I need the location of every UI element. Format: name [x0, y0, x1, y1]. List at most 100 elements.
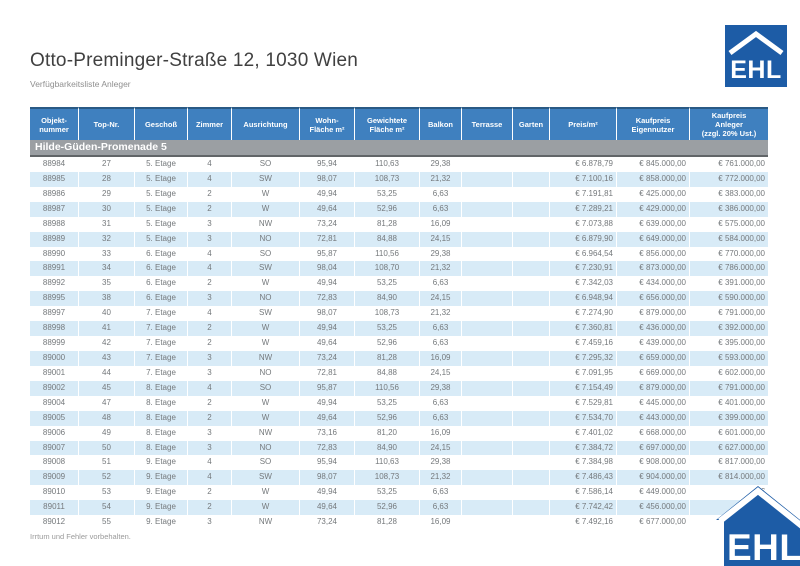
table-cell: € 7.586,14 — [550, 485, 617, 501]
table-row: 88990 33 6. Etage 4 SO 95,87 110,56 29,38 € 6.96… — [30, 246, 768, 262]
table-cell: 2 — [188, 410, 232, 426]
table-cell: 2 — [188, 336, 232, 351]
table-row: 88988 31 5. Etage 3 NW 73,24 81,28 16,09 € 7.073… — [30, 216, 768, 232]
table-cell: SO — [232, 157, 300, 172]
table-cell: € 879.000,00 — [617, 306, 690, 322]
table-cell: 44 — [79, 365, 135, 381]
table-cell: 4 — [188, 455, 232, 471]
table-cell: € 593.000,00 — [690, 350, 768, 366]
table-cell — [462, 276, 513, 292]
table-cell — [513, 365, 550, 381]
table-cell: € 7.492,16 — [550, 515, 617, 531]
table-cell: € 761.000,00 — [718, 159, 765, 168]
table-row: 89000 43 7. Etage 3 NW 73,24 81,28 16,09 € 7.295… — [30, 350, 768, 366]
footer-note: Irrtum und Fehler vorbehalten. — [30, 532, 131, 541]
table-cell: 6,63 — [420, 485, 462, 501]
table-cell: € 6.948,94 — [550, 291, 617, 307]
table-cell: € 904.000,00 — [617, 470, 690, 486]
availability-table: Objekt- nummer Top-Nr. Geschoß Zimmer Ausric… — [30, 107, 768, 531]
table-cell — [462, 246, 513, 262]
table-cell: 88989 — [30, 231, 79, 247]
table-cell: 88990 — [30, 246, 79, 262]
table-cell: € 7.360,81 — [550, 321, 617, 337]
table-cell — [462, 350, 513, 366]
table-cell: W — [232, 276, 300, 292]
table-cell: W — [232, 186, 300, 202]
table-cell: € 770.000,00 — [718, 248, 765, 258]
table-cell: 7. Etage — [135, 306, 188, 322]
table-cell: 54 — [79, 500, 135, 516]
table-cell — [513, 261, 550, 277]
table-cell: SO — [232, 246, 300, 262]
table-cell: 53,25 — [355, 321, 420, 337]
table-cell: 88992 — [30, 276, 79, 292]
table-row: 89010 53 9. Etage 2 W 49,94 53,25 6,63 € 7.586,1… — [30, 485, 768, 501]
table-cell: 29 — [79, 186, 135, 202]
column-header: Terrasse — [462, 107, 513, 140]
table-cell: € 7.274,90 — [550, 306, 617, 322]
table-cell: 6,63 — [420, 336, 462, 351]
table-cell: 5. Etage — [135, 171, 188, 187]
table-cell — [462, 336, 513, 351]
table-cell: 47 — [79, 395, 135, 411]
table-cell: 88997 — [30, 306, 79, 322]
table-cell: 5. Etage — [135, 186, 188, 202]
table-cell — [513, 171, 550, 187]
table-cell: € 786.000,00 — [690, 261, 768, 277]
table-cell: 9. Etage — [135, 485, 188, 501]
table-cell — [513, 380, 550, 396]
table-cell: SO — [232, 455, 300, 471]
table-row: 89002 45 8. Etage 4 SO 95,87 110,56 29,38 € 7.15… — [30, 380, 768, 396]
table-cell — [513, 216, 550, 232]
table-cell: 108,73 — [355, 306, 420, 322]
table-cell — [462, 261, 513, 277]
table-cell: € 7.486,43 — [550, 470, 617, 486]
table-cell — [513, 395, 550, 411]
svg-text:EHL: EHL — [727, 527, 800, 566]
table-cell: SW — [232, 261, 300, 277]
table-row: 89006 49 8. Etage 3 NW 73,16 81,20 16,09 € 7.401… — [30, 425, 768, 441]
table-cell: € 7.230,91 — [550, 261, 617, 277]
table-cell: 45 — [79, 380, 135, 396]
table-cell: 89001 — [30, 365, 79, 381]
table-cell: 33 — [79, 246, 135, 262]
table-cell — [513, 425, 550, 441]
house-icon: EHL — [716, 486, 800, 566]
table-cell — [462, 500, 513, 516]
table-cell: 88999 — [30, 336, 79, 351]
table-cell: 95,87 — [300, 380, 355, 396]
table-cell: 52,96 — [355, 410, 420, 426]
table-cell — [462, 470, 513, 486]
table-cell: 88985 — [30, 171, 79, 187]
table-cell — [513, 306, 550, 322]
table-cell: € 772.000,00 — [690, 171, 768, 187]
table-cell: € 7.191,81 — [550, 186, 617, 202]
table-cell: NW — [232, 515, 300, 531]
table-cell: 24,15 — [420, 440, 462, 456]
table-cell: € 879.000,00 — [617, 380, 690, 396]
table-row: 88992 35 6. Etage 2 W 49,94 53,25 6,63 € 7.342,0… — [30, 276, 768, 292]
table-cell: 89009 — [30, 470, 79, 486]
table-cell: 24,15 — [420, 291, 462, 307]
table-cell — [513, 246, 550, 262]
column-header: Geschoß — [135, 107, 188, 140]
table-cell: 7. Etage — [135, 336, 188, 351]
table-cell: SW — [232, 470, 300, 486]
table-cell — [462, 410, 513, 426]
table-cell — [462, 455, 513, 471]
table-cell: 21,32 — [420, 470, 462, 486]
table-cell: € 7.742,42 — [550, 500, 617, 516]
table-cell: 88987 — [30, 201, 79, 217]
table-cell: € 791.000,00 — [690, 380, 768, 396]
table-cell: 4 — [188, 157, 232, 172]
table-cell: 4 — [188, 306, 232, 322]
table-cell: 110,63 — [355, 455, 420, 471]
table-cell: € 7.534,70 — [550, 410, 617, 426]
table-cell: 3 — [188, 440, 232, 456]
table-cell: 81,28 — [355, 350, 420, 366]
table-cell: 4 — [188, 246, 232, 262]
table-cell: 73,24 — [300, 515, 355, 531]
table-cell: 6,63 — [420, 410, 462, 426]
table-cell: € 656.000,00 — [617, 291, 690, 307]
